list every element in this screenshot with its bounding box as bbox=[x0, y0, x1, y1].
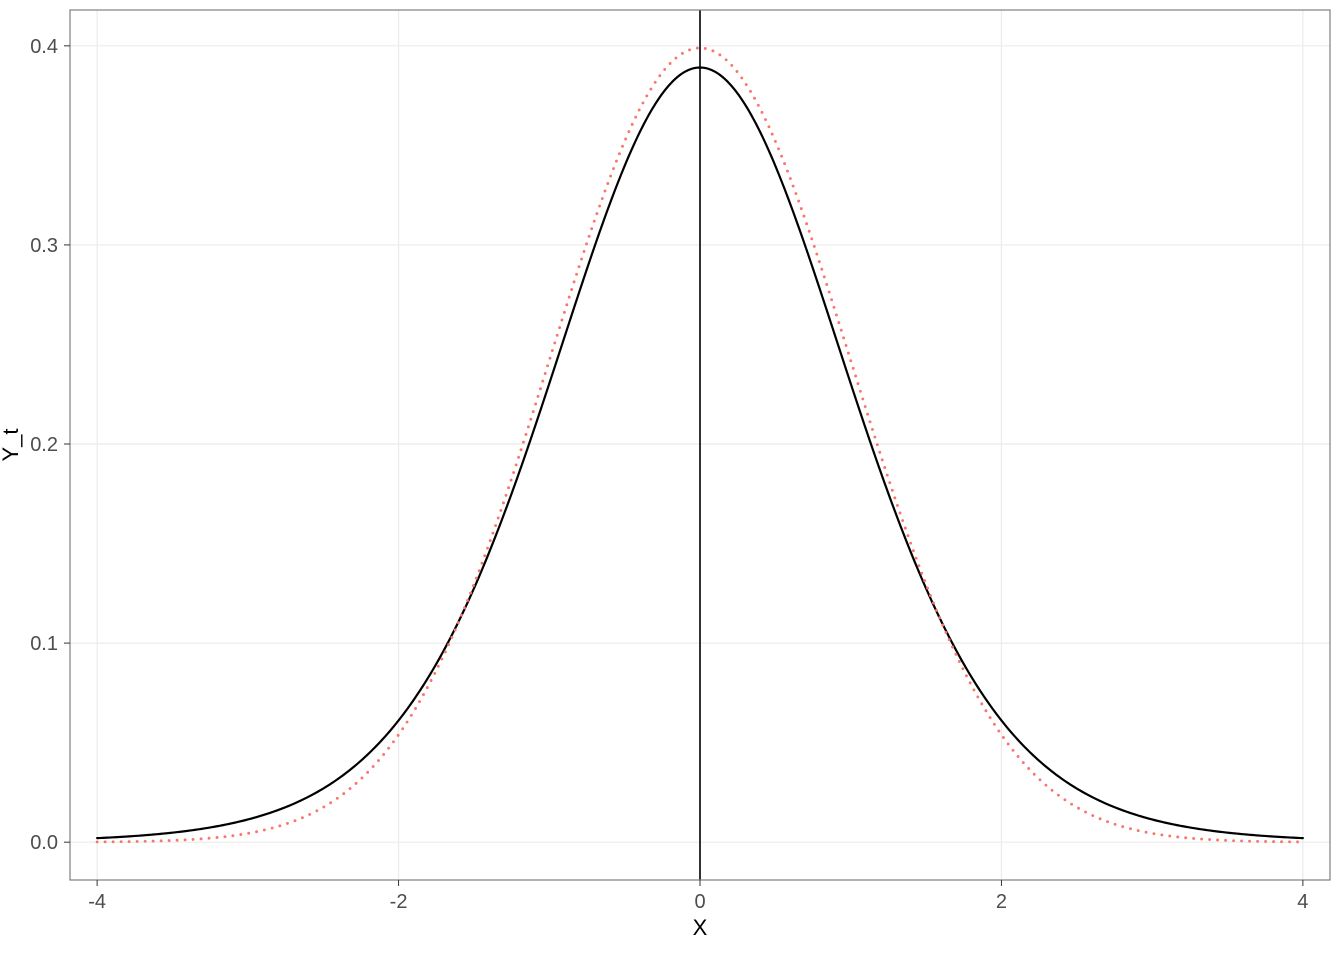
density-chart: -4 -2 0 2 4 0.0 0.1 0.2 0.3 0.4 X Y_t bbox=[0, 0, 1344, 960]
x-tick-label: 0 bbox=[694, 891, 705, 913]
x-tick-label: -4 bbox=[88, 891, 106, 913]
y-tick-label: 0.0 bbox=[30, 832, 58, 854]
y-tick-label: 0.4 bbox=[30, 36, 58, 58]
x-tick-label: 2 bbox=[996, 891, 1007, 913]
y-tick-label: 0.3 bbox=[30, 235, 58, 257]
x-tick-label: -2 bbox=[390, 891, 408, 913]
y-axis-label: Y_t bbox=[0, 428, 23, 461]
y-tick-label: 0.1 bbox=[30, 633, 58, 655]
chart-svg: -4 -2 0 2 4 0.0 0.1 0.2 0.3 0.4 X Y_t bbox=[0, 0, 1344, 960]
x-tick-label: 4 bbox=[1297, 891, 1308, 913]
y-tick-label: 0.2 bbox=[30, 434, 58, 456]
x-axis-label: X bbox=[693, 915, 708, 940]
